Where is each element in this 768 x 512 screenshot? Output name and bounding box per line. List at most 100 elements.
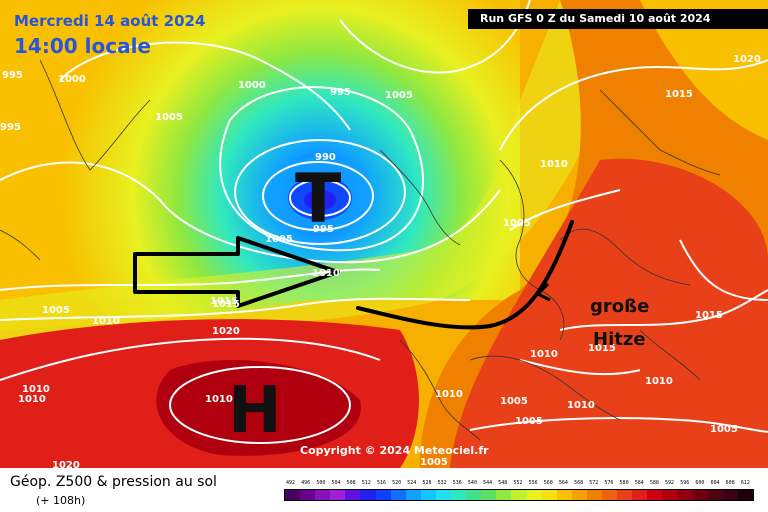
forecast-time: 14:00 locale (14, 34, 151, 58)
scale-swatch (360, 490, 376, 500)
scale-value-label: 536 (452, 480, 462, 486)
scale-value-label: 512 (361, 480, 371, 486)
isobar-label: 1005 (42, 305, 70, 316)
isobar-label: 1005 (385, 90, 413, 101)
scale-swatch (586, 490, 602, 500)
scale-swatch (420, 490, 436, 500)
scale-value-label: 612 (740, 480, 750, 486)
scale-value-label: 532 (437, 480, 447, 486)
isobar-label: 1000 (58, 74, 86, 85)
scale-swatch (435, 490, 452, 500)
scale-value-label: 552 (513, 480, 523, 486)
heat-note-line1: große (590, 296, 649, 317)
isobar-label: 1010 (540, 159, 568, 170)
scale-value-label: 496 (301, 480, 311, 486)
scale-swatch (481, 490, 497, 500)
isobar-label: 995 (330, 87, 351, 98)
scale-value-label: 564 (558, 480, 568, 486)
isobar-label: 1005 (155, 112, 183, 123)
scale-swatch (526, 490, 542, 500)
scale-swatch (662, 490, 678, 500)
isobar-label: 1005 (420, 457, 448, 468)
isobar-label: 995 (2, 70, 23, 81)
isobar-label: 1015 (665, 89, 693, 100)
isobar-label: 995 (0, 122, 21, 133)
scale-value-label: 600 (695, 480, 705, 486)
scale-swatch (601, 490, 618, 500)
isobar-lines (0, 0, 768, 444)
geopotential-map: 995 1000 1005 995 995 1000 1005 990 995 … (0, 0, 768, 468)
run-info-bar: Run GFS 0 Z du Samedi 10 août 2024 (468, 9, 768, 29)
isobar-label: 1015 (695, 310, 723, 321)
isobar-label: 1005 (710, 424, 738, 435)
scale-value-label: 504 (331, 480, 341, 486)
isobar-label: 1005 (503, 218, 531, 229)
scale-swatch (692, 490, 708, 500)
color-scale-labels: 492 496 500 504 508 512 516 520 524 528 532 536 540 5… (284, 480, 754, 490)
isobar-label: 1005 (500, 396, 528, 407)
isobar-label: 1015 (588, 343, 616, 354)
scale-value-label: 560 (543, 480, 553, 486)
scale-value-label: 516 (376, 480, 386, 486)
scale-value-label: 580 (619, 480, 629, 486)
scale-swatch (285, 490, 301, 500)
scale-swatch (345, 490, 361, 500)
scale-swatch (737, 490, 753, 500)
isobar-label: 1005 (515, 416, 543, 427)
forecast-date: Mercredi 14 août 2024 (14, 12, 206, 30)
scale-value-label: 556 (528, 480, 538, 486)
scale-value-label: 528 (422, 480, 432, 486)
scale-value-label: 576 (604, 480, 614, 486)
isobar-label: 1010 (567, 400, 595, 411)
coastlines (0, 59, 721, 441)
copyright-text: Copyright © 2024 Meteociel.fr (300, 444, 489, 457)
isobar-label: 1010 (18, 394, 46, 405)
low-pressure-symbol: T (295, 160, 342, 239)
scale-value-label: 508 (346, 480, 356, 486)
scale-swatch (632, 490, 648, 500)
scale-swatch (647, 490, 663, 500)
scale-value-label: 544 (483, 480, 493, 486)
isobar-label: 1000 (238, 80, 266, 91)
scale-swatch (496, 490, 512, 500)
high-pressure-symbol: H (228, 374, 282, 448)
scale-swatch (722, 490, 738, 500)
front-curve-annotation (356, 220, 574, 330)
isobar-label: 1020 (212, 326, 240, 337)
isobar-label: 1010 (22, 384, 50, 395)
scale-swatch (707, 490, 723, 500)
scale-swatch (556, 490, 572, 500)
isobar-label: 995 (313, 224, 334, 235)
scale-swatch (315, 490, 331, 500)
small-arrow-annotation (536, 282, 551, 302)
scale-value-label: 592 (665, 480, 675, 486)
isobar-label: 990 (315, 152, 336, 163)
wind-arrow-annotation (133, 236, 340, 308)
scale-value-label: 568 (574, 480, 584, 486)
scale-value-label: 548 (498, 480, 508, 486)
scale-value-label: 500 (316, 480, 326, 486)
isobar-label: 1020 (52, 460, 80, 468)
scale-swatch (511, 490, 527, 500)
isobar-label: 1020 (733, 54, 761, 65)
scale-swatch (330, 490, 346, 500)
scale-swatch (300, 490, 316, 500)
scale-value-label: 604 (710, 480, 720, 486)
isobar-label: 1010 (435, 389, 463, 400)
scale-swatch (617, 490, 633, 500)
scale-value-label: 608 (725, 480, 735, 486)
scale-value-label: 520 (392, 480, 402, 486)
legend-subtitle: (+ 108h) (36, 494, 86, 507)
scale-swatch (571, 490, 587, 500)
scale-value-label: 572 (589, 480, 599, 486)
scale-swatch (375, 490, 391, 500)
scale-swatch (451, 490, 467, 500)
scale-value-label: 584 (634, 480, 644, 486)
scale-value-label: 540 (467, 480, 477, 486)
isobar-label: 1010 (205, 394, 233, 405)
scale-swatch (541, 490, 557, 500)
scale-swatch (677, 490, 693, 500)
scale-swatch (466, 490, 482, 500)
isobar-label: 1010 (312, 268, 340, 279)
